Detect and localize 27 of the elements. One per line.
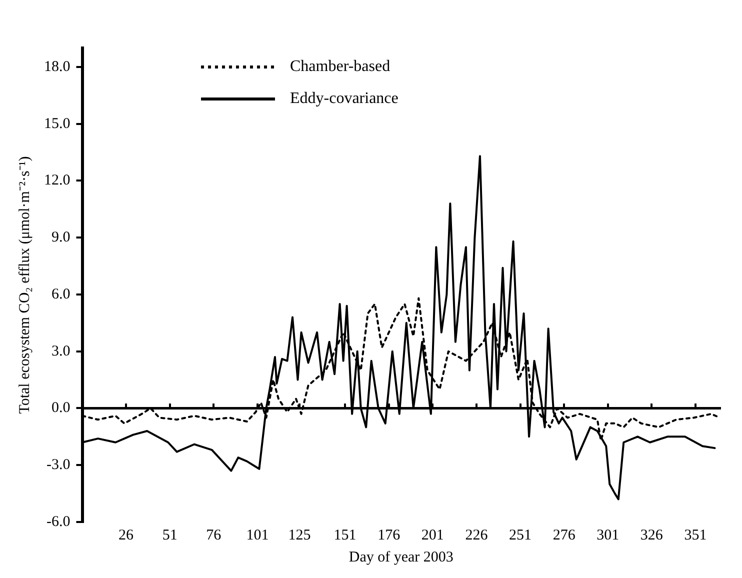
- x-tick-label: 151: [334, 527, 356, 544]
- legend-label: Eddy-covariance: [290, 90, 398, 108]
- y-tick-label: 6.0: [52, 286, 70, 302]
- x-tick-label: 76: [206, 527, 222, 544]
- y-tick-label: 15.0: [44, 116, 70, 132]
- y-tick-label: 0.0: [52, 400, 70, 416]
- y-tick-label: 3.0: [52, 343, 70, 360]
- x-tick-label: 176: [378, 527, 401, 544]
- legend-label: Chamber-based: [290, 58, 390, 76]
- y-tick-label: 9.0: [52, 230, 70, 246]
- y-tick-label: 18.0: [44, 58, 70, 75]
- x-tick-label: 201: [421, 527, 444, 544]
- y-tick-label: -6.0: [46, 514, 70, 530]
- x-tick-label: 276: [552, 527, 576, 544]
- x-tick-label: 51: [162, 527, 178, 544]
- x-tick-label: 301: [596, 527, 620, 544]
- y-tick-label: -3.0: [46, 457, 70, 474]
- y-tick-label: 12.0: [44, 172, 70, 189]
- x-tick-label: 326: [640, 527, 664, 544]
- x-tick-label: 125: [288, 527, 311, 544]
- x-tick-label: 251: [509, 527, 532, 544]
- x-tick-label: 226: [465, 527, 488, 544]
- x-tick-label: 351: [684, 527, 707, 544]
- y-axis-title: Total ecosystem CO₂ efflux (μmol·m⁻²·s⁻¹): [16, 156, 33, 414]
- x-tick-label: 101: [246, 527, 269, 544]
- x-axis-title: Day of year 2003: [348, 549, 454, 566]
- x-tick-label: 26: [118, 527, 134, 544]
